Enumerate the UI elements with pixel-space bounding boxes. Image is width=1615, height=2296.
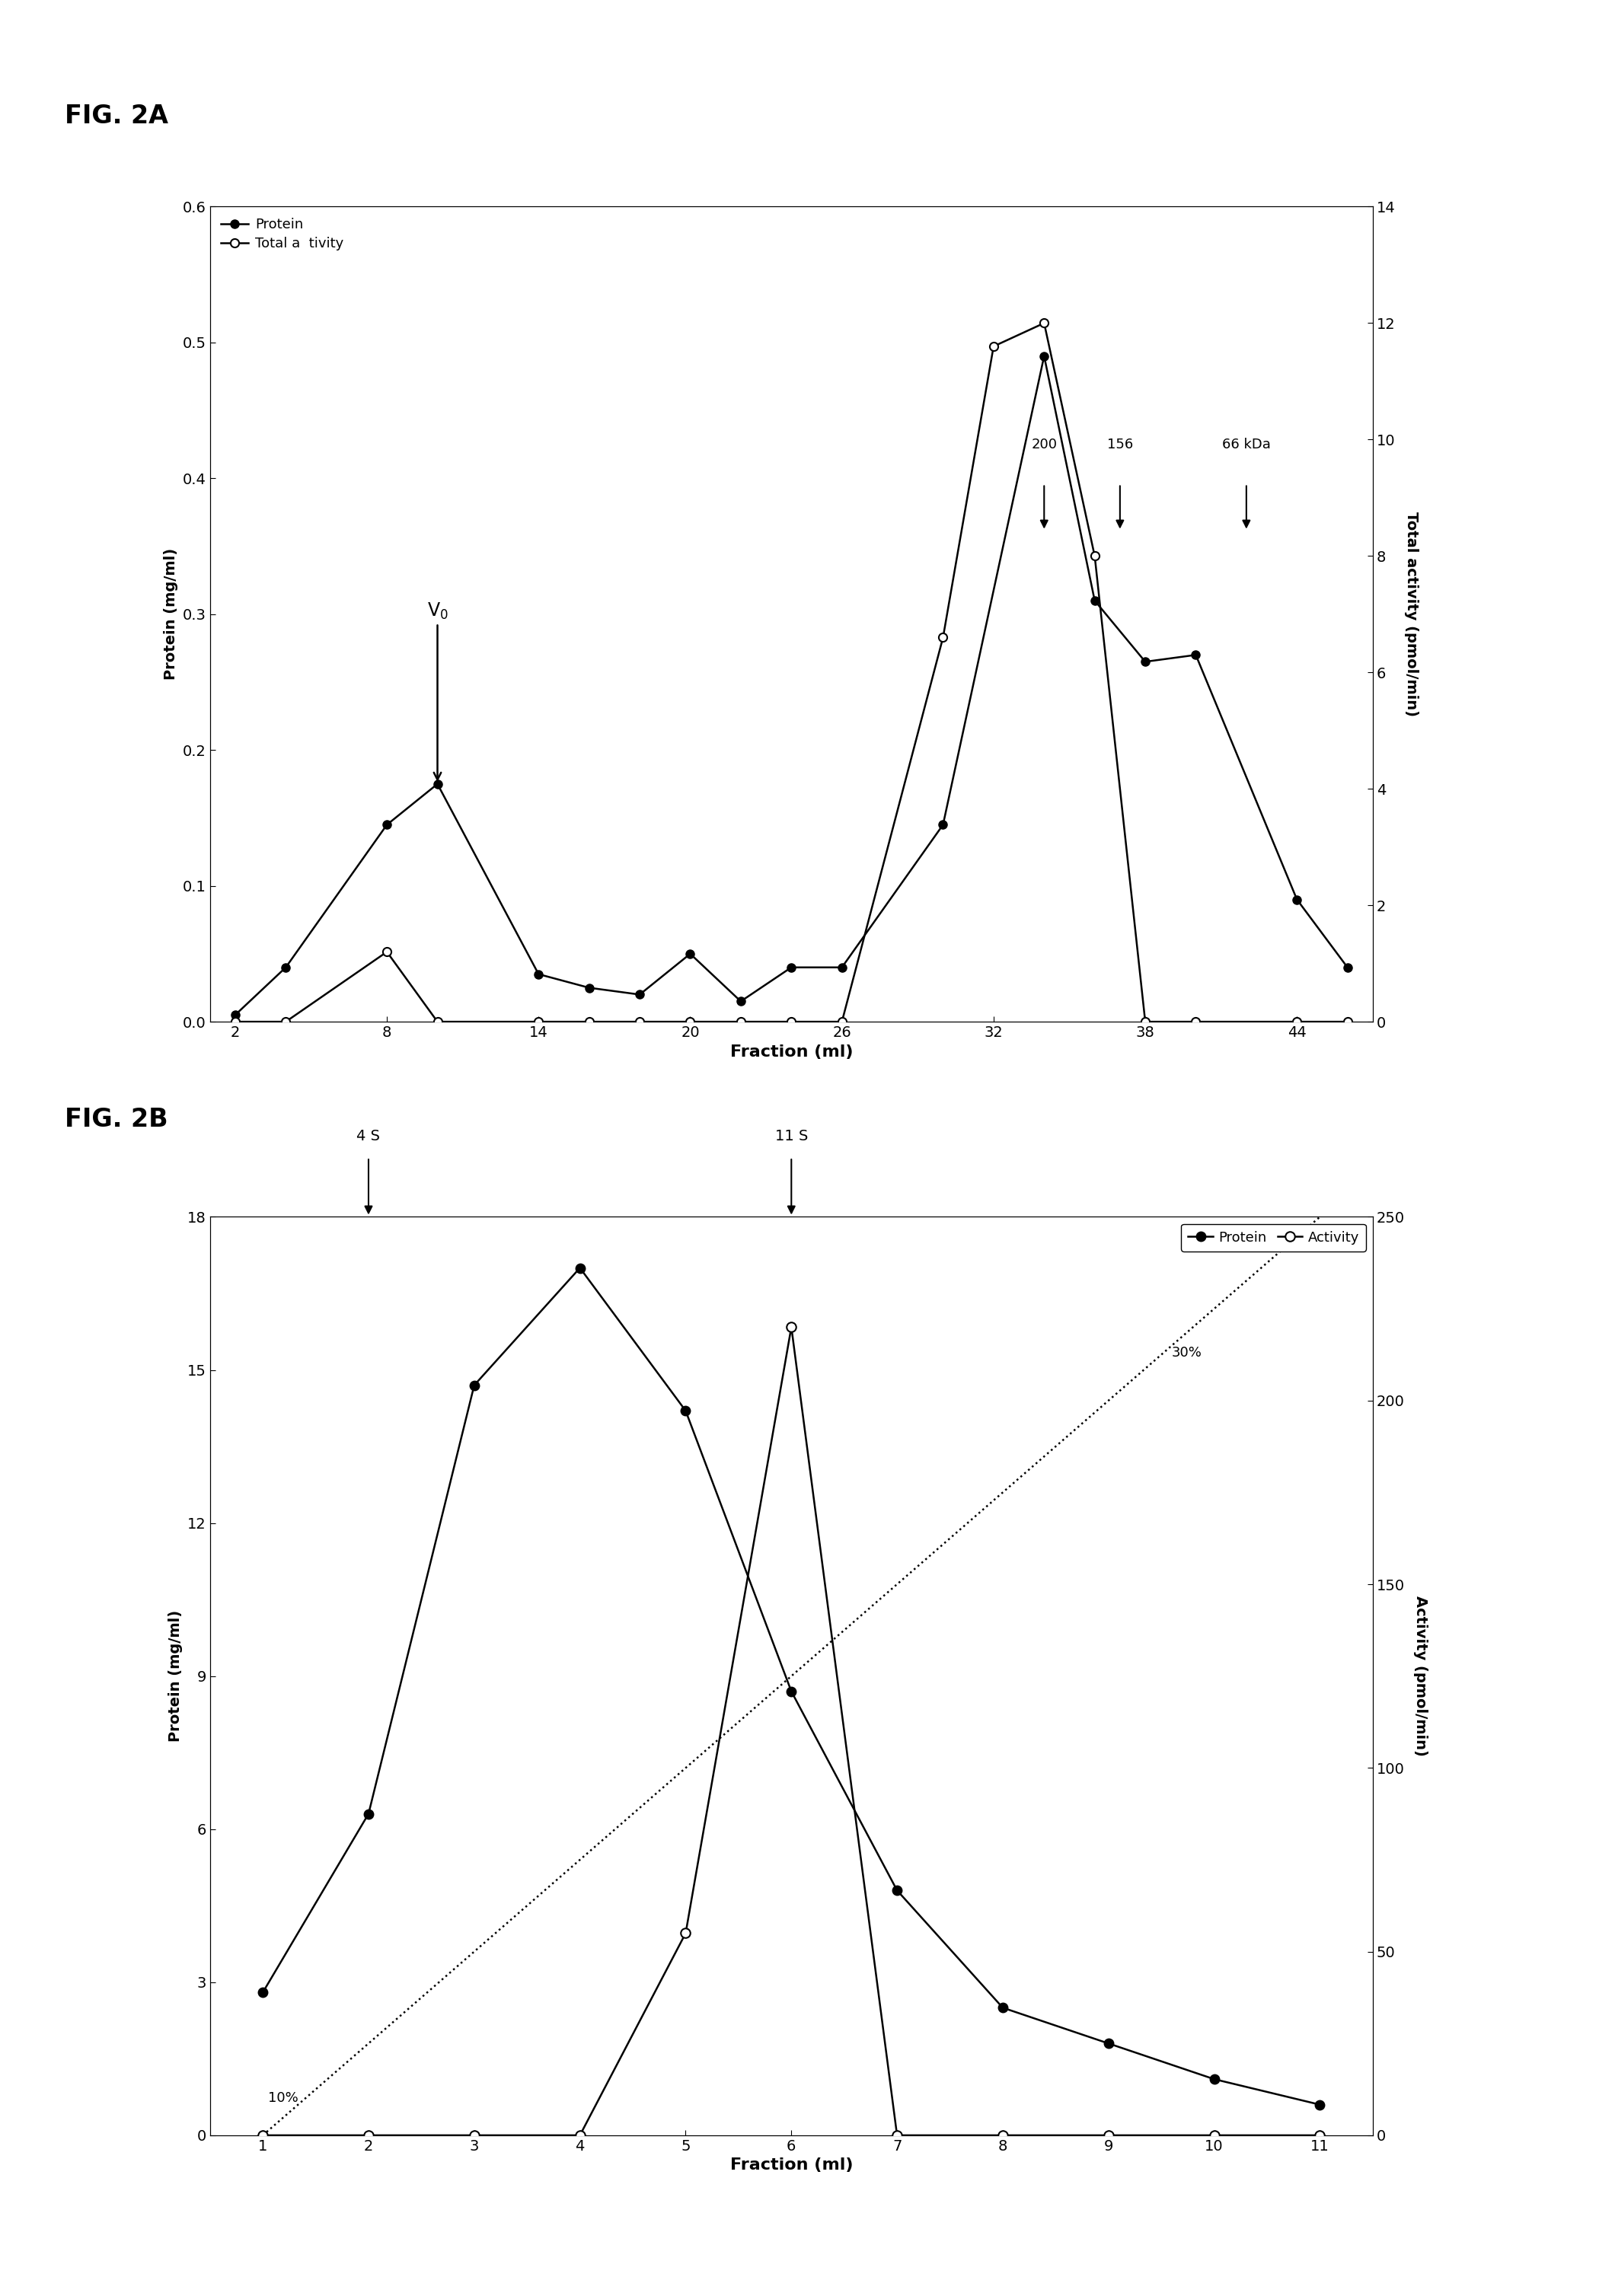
X-axis label: Fraction (ml): Fraction (ml) [730, 2158, 853, 2172]
Text: V$_0$: V$_0$ [426, 602, 447, 781]
Text: FIG. 2A: FIG. 2A [65, 103, 168, 129]
Text: 66 kDa: 66 kDa [1223, 439, 1271, 452]
Y-axis label: Protein (mg/ml): Protein (mg/ml) [165, 549, 178, 680]
Text: 11 S: 11 S [775, 1130, 808, 1143]
Text: 10%: 10% [268, 2092, 299, 2105]
Text: 4 S: 4 S [357, 1130, 380, 1143]
Text: FIG. 2B: FIG. 2B [65, 1107, 168, 1132]
Text: 156: 156 [1106, 439, 1134, 452]
X-axis label: Fraction (ml): Fraction (ml) [730, 1045, 853, 1058]
Y-axis label: Total activity (pmol/min): Total activity (pmol/min) [1403, 512, 1418, 716]
Y-axis label: Activity (pmol/min): Activity (pmol/min) [1413, 1596, 1428, 1756]
Text: 30%: 30% [1172, 1345, 1202, 1359]
Y-axis label: Protein (mg/ml): Protein (mg/ml) [168, 1609, 182, 1743]
Legend: Protein, Activity: Protein, Activity [1181, 1224, 1366, 1251]
Legend: Protein, Total a  tivity: Protein, Total a tivity [216, 214, 347, 255]
Text: 200: 200 [1032, 439, 1058, 452]
